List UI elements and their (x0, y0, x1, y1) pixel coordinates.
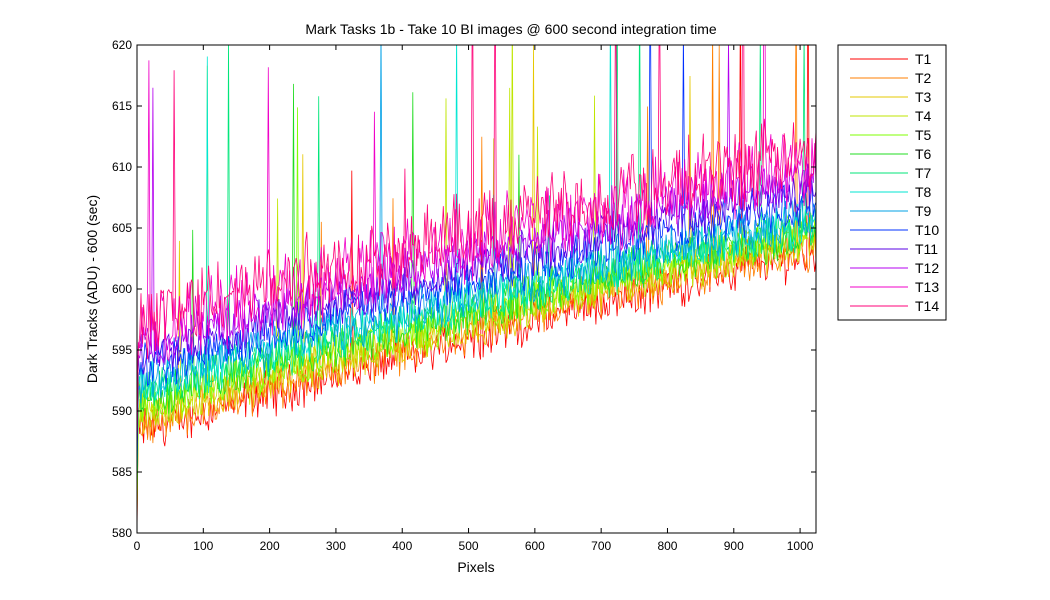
x-tick-label: 0 (134, 539, 141, 553)
legend-items: T1 T2 T3 T4 T5 T6 T7 T8 T9 T10 T11 T12 T13 T14 (850, 51, 939, 314)
x-tick-label: 500 (459, 539, 479, 553)
series-line-T13 (137, 45, 816, 446)
y-tick-label: 595 (112, 343, 132, 357)
x-tick-label: 800 (657, 539, 677, 553)
y-tick-label: 600 (112, 282, 132, 296)
legend-label-T10: T10 (915, 222, 939, 238)
chart-title: Mark Tasks 1b - Take 10 BI images @ 600 … (305, 21, 717, 37)
y-tick-label: 610 (112, 160, 132, 174)
legend-label-T13: T13 (915, 279, 939, 295)
legend-label-T12: T12 (915, 260, 939, 276)
x-axis-label: Pixels (457, 559, 494, 575)
legend-label-T2: T2 (915, 70, 932, 86)
y-tick-label: 605 (112, 221, 132, 235)
legend-label-T11: T11 (915, 241, 938, 257)
y-axis-label: Dark Tracks (ADU) - 600 (sec) (84, 195, 100, 383)
x-tick-label: 200 (260, 539, 280, 553)
y-tick-label: 580 (112, 526, 132, 540)
x-tick-label: 300 (326, 539, 346, 553)
legend-label-T3: T3 (915, 89, 932, 105)
legend-label-T14: T14 (915, 298, 939, 314)
y-tick-label: 615 (112, 99, 132, 113)
y-tick-label: 585 (112, 465, 132, 479)
series-layer (137, 45, 816, 533)
legend-label-T8: T8 (915, 184, 932, 200)
legend-label-T1: T1 (915, 51, 932, 67)
x-axis: 0 100 200 300 400 500 600 700 800 900 1000 (134, 45, 814, 553)
x-tick-label: 400 (392, 539, 412, 553)
y-tick-label: 620 (112, 38, 132, 52)
series-line-T4 (137, 45, 816, 512)
x-tick-label: 700 (591, 539, 611, 553)
legend-label-T6: T6 (915, 146, 932, 162)
legend-label-T7: T7 (915, 165, 932, 181)
x-tick-label: 600 (525, 539, 545, 553)
plot-area (136, 44, 817, 534)
legend-label-T4: T4 (915, 108, 932, 124)
series-line-T14 (137, 45, 816, 438)
y-axis: 580 585 590 595 600 605 610 615 620 (112, 38, 816, 540)
x-tick-label: 900 (724, 539, 744, 553)
legend-label-T5: T5 (915, 127, 932, 143)
legend-box (837, 44, 947, 321)
legend-label-T9: T9 (915, 203, 932, 219)
plot-background (137, 45, 816, 533)
series-line-T9 (137, 45, 816, 475)
x-tick-label: 1000 (787, 539, 814, 553)
series-line-T10 (137, 45, 816, 468)
legend: T1 T2 T3 T4 T5 T6 T7 T8 T9 T10 T11 T12 T13 T14 (837, 44, 947, 321)
x-tick-label: 100 (193, 539, 213, 553)
y-tick-label: 590 (112, 404, 132, 418)
